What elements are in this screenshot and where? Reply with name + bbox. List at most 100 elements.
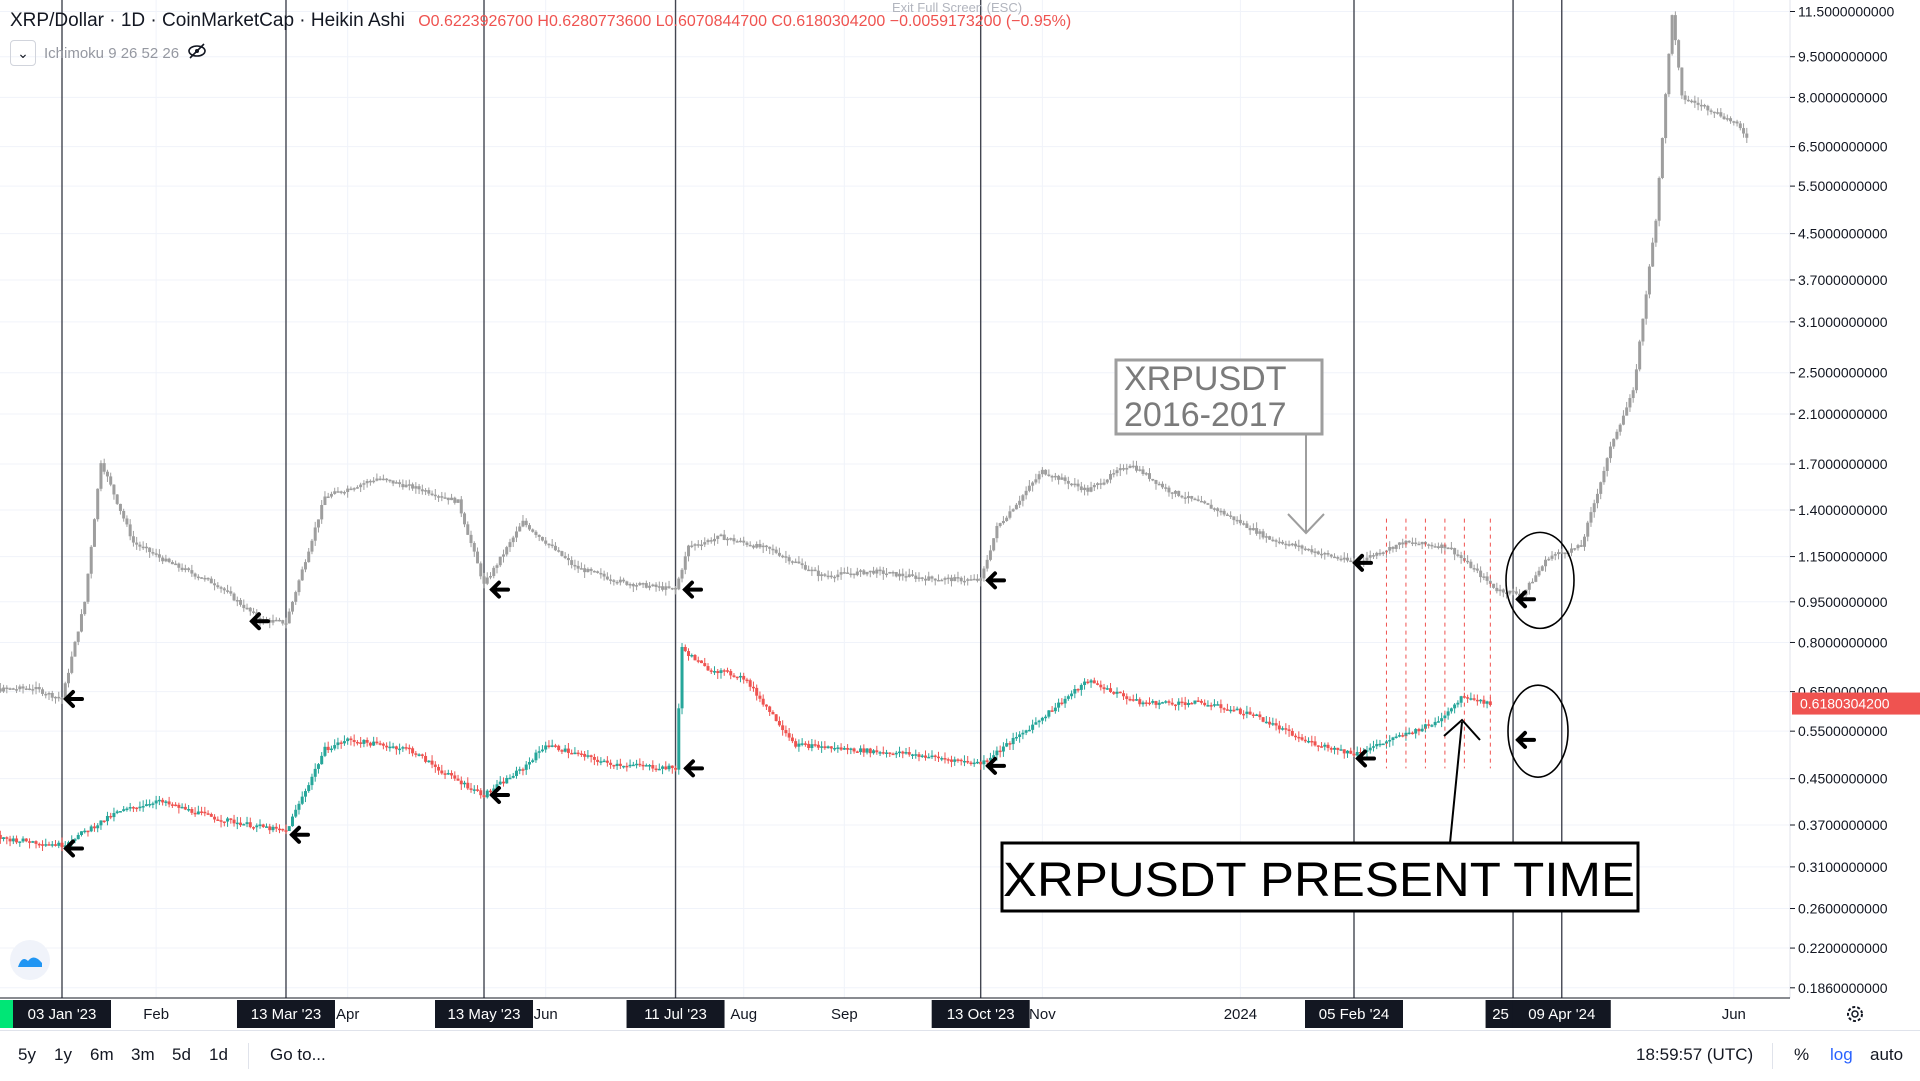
candle-body [73,839,77,841]
clock-utc[interactable]: 18:59:57 (UTC) [1636,1045,1754,1064]
candle-body [161,557,165,562]
range-1y[interactable]: 1y [54,1045,72,1064]
candle-body [907,574,911,578]
candle-body [375,478,379,481]
candle-body [1514,591,1518,594]
candle-body [641,583,645,585]
candle-body [716,535,720,539]
candle-body [1592,503,1596,513]
annotation-text-2016-2017: XRPUSDT [1124,360,1286,398]
candle-body [235,822,239,825]
candle-body [995,525,999,539]
candle-body [333,491,337,494]
range-5y[interactable]: 5y [18,1045,36,1064]
candle-body [1378,552,1382,555]
goto-button[interactable]: Go to... [270,1045,326,1064]
log-toggle[interactable]: log [1830,1045,1853,1064]
candle-body [738,675,742,678]
candle-body [800,743,804,745]
candle-body [885,573,889,576]
candle-body [852,748,856,752]
candle-body [385,745,389,748]
candle-body [11,688,15,690]
exit-full-screen-hint[interactable]: Exit Full Screen (ESC) [892,0,1023,15]
candle-body [303,791,307,797]
candle-body [229,818,233,820]
candle-body [862,570,866,575]
candle-body [255,825,259,828]
candle-body [404,484,408,488]
left-arrow-icon [985,571,1006,590]
candle-body [1079,486,1083,491]
candle-body [131,807,135,809]
eye-hidden-icon[interactable] [187,43,207,63]
candle-body [605,576,609,580]
candle-body [18,841,22,843]
percent-toggle[interactable]: % [1794,1045,1810,1064]
candle-body [1186,702,1190,706]
time-axis[interactable]: 03 Jan '23 Feb 13 Mar '23 Apr 13 May '23 Jun 1… [0,997,1920,1030]
auto-toggle[interactable]: auto [1870,1045,1904,1064]
range-3m[interactable]: 3m [131,1045,155,1064]
candle-body [385,478,389,481]
candle-body [196,576,200,579]
candle-body [1063,698,1067,704]
chevron-down-icon[interactable]: ⌄ [10,40,36,66]
candle-body [1209,504,1213,509]
candle-body [803,565,807,570]
candle-body [1664,94,1668,139]
candle-body [1160,483,1164,488]
candle-body [427,490,431,494]
candle-body [969,762,973,765]
candle-body [1018,500,1022,505]
candle-body [680,646,684,709]
candle-body [424,755,428,762]
candle-body [661,586,665,590]
candle-body [219,587,223,589]
candle-body [524,764,528,770]
candle-body [576,752,580,755]
candle-body [693,654,697,661]
candle-body [1560,552,1564,554]
candle-body [544,540,548,544]
candle-body [8,688,12,690]
candle-body [703,542,707,545]
candle-body [732,675,736,677]
candle-body [576,565,580,569]
candle-body [21,838,25,842]
candle-body [1446,711,1450,716]
candle-body [622,579,626,582]
candle-body [833,576,837,579]
candle-body [485,790,489,798]
candle-body [15,838,19,843]
candle-body [489,576,493,578]
candle-body [641,764,645,767]
candle-body [151,552,155,554]
candle-body [544,745,548,750]
range-5d[interactable]: 5d [172,1045,191,1064]
candle-body [514,531,518,538]
candle-body [1696,102,1700,105]
candle-body [352,740,356,742]
candle-body [1397,542,1401,545]
candle-body [76,631,80,642]
tradingview-logo-icon[interactable] [10,940,50,980]
indicator-label[interactable]: Ichimoku 9 26 52 26 [44,44,180,62]
candle-body [459,499,463,514]
candle-body [674,588,678,590]
time-axis-highlight [13,1000,111,1028]
candle-body [1433,546,1437,548]
candle-body [609,762,613,765]
candle-body [1193,498,1197,501]
candle-body [1544,559,1548,567]
range-6m[interactable]: 6m [90,1045,114,1064]
candle-body [1037,720,1041,723]
candle-body [803,743,807,745]
candle-body [635,763,639,766]
candle-body [414,486,418,489]
candle-body [537,534,541,537]
candle-body [1287,544,1291,546]
price-axis[interactable]: 11.5000000000 9.5000000000 8.0000000000 6.5… [1789,0,1920,998]
candle-body [1024,730,1028,733]
range-1d[interactable]: 1d [209,1045,228,1064]
